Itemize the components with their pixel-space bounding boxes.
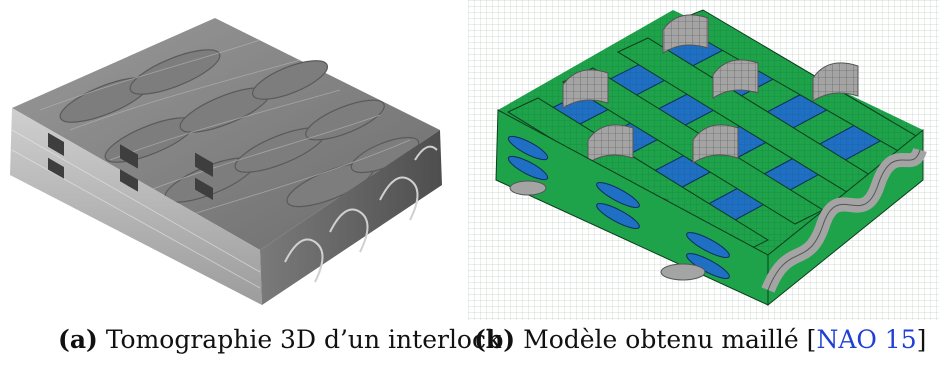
caption-text-a: Tomographie 3D d’un interlock	[105, 325, 502, 354]
figure-a: (a) Tomographie 3D d’un interlock	[0, 0, 501, 385]
citation-link[interactable]: NAO 15	[816, 325, 917, 354]
caption-a: (a) Tomographie 3D d’un interlock	[58, 325, 501, 354]
caption-text-b: Modèle obtenu maillé	[523, 325, 799, 354]
figure-b: (b) Modèle obtenu maillé [NAO 15]	[468, 0, 939, 385]
caption-label-b: (b)	[474, 325, 516, 354]
caption-label-a: (a)	[58, 325, 98, 354]
citation-open-bracket: [	[806, 325, 817, 354]
citation-close-bracket: ]	[916, 325, 927, 354]
mesh-model-image	[468, 0, 939, 320]
caption-b: (b) Modèle obtenu maillé [NAO 15]	[474, 325, 926, 354]
tomography-image	[0, 0, 460, 320]
